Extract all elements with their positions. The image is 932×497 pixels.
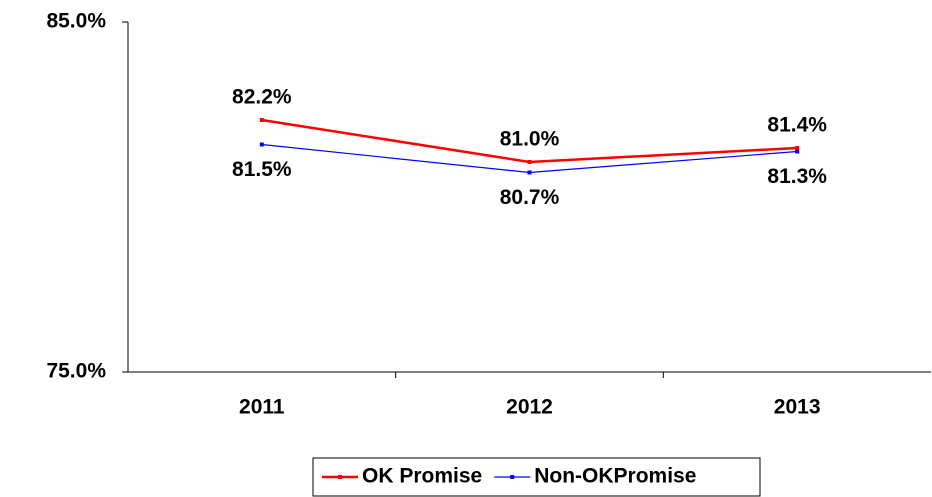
- data-label: 82.2%: [232, 86, 292, 109]
- x-tick-label: 2012: [506, 396, 553, 419]
- x-tick-label: 2011: [239, 396, 285, 419]
- point: [259, 118, 264, 122]
- legend-marker: [338, 475, 342, 479]
- point: [527, 170, 532, 175]
- legend-label: Non-OKPromise: [534, 465, 696, 488]
- data-label: 80.7%: [500, 186, 560, 209]
- data-label: 81.4%: [767, 114, 827, 137]
- point: [795, 149, 800, 154]
- x-tick-label: 2013: [774, 396, 821, 419]
- point: [259, 142, 264, 147]
- point: [795, 146, 800, 150]
- data-label: 81.3%: [767, 165, 827, 188]
- legend-box: [312, 457, 761, 497]
- legend-label: OK Promise: [362, 465, 482, 488]
- legend-marker: [510, 475, 515, 479]
- data-label: 81.5%: [232, 158, 292, 181]
- data-label: 81.0%: [500, 128, 560, 151]
- y-tick-label: 85.0%: [46, 10, 106, 33]
- y-tick-label: 75.0%: [46, 360, 106, 383]
- point: [527, 160, 532, 164]
